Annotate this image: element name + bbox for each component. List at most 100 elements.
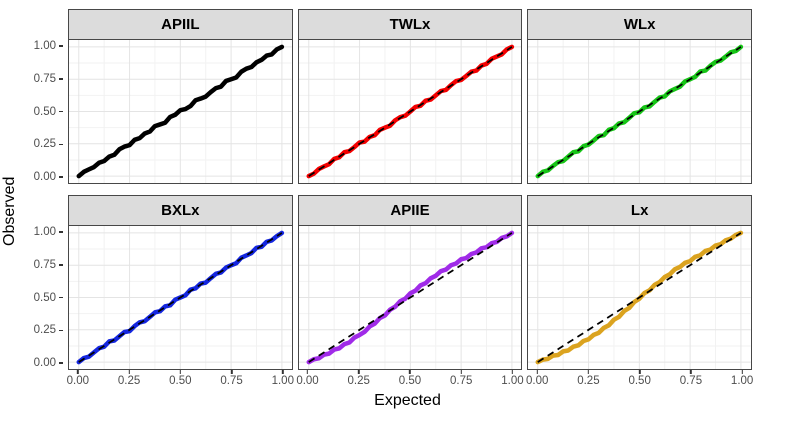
x-tick-mark	[409, 370, 411, 374]
facet-strip: BXLx	[68, 195, 293, 225]
qq-panel-apiie	[297, 225, 523, 370]
x-tick-text: 0.50	[398, 375, 422, 387]
x-tick-label: 0.75	[450, 370, 472, 389]
facet-strip: APIIL	[68, 9, 293, 39]
x-tick-text: 1.00	[271, 375, 294, 387]
qq-plot-svg	[298, 226, 522, 369]
qq-panel-lx	[527, 225, 752, 370]
x-tick-mark	[587, 370, 590, 374]
x-tick-label: 0.00	[296, 370, 319, 389]
x-tick-text: 0.50	[628, 375, 651, 387]
facet-title: APIIE	[390, 202, 430, 219]
y-tick-text: 0.50	[33, 291, 56, 304]
y-tick-mark	[59, 78, 63, 80]
x-tick-text: 1.00	[730, 375, 754, 387]
x-tick-mark	[77, 370, 79, 374]
qq-plot-svg	[298, 40, 522, 183]
x-tick-label: 0.00	[526, 370, 548, 389]
y-tick-text: 0.25	[33, 138, 56, 151]
y-tick-mark	[59, 296, 63, 299]
y-tick-mark	[59, 45, 63, 47]
y-tick-text: 0.00	[33, 357, 56, 369]
y-tick-mark	[59, 362, 63, 364]
x-tick-text: 0.25	[577, 375, 600, 387]
facet-cell-wlx: WLx	[527, 9, 752, 184]
y-axis-title: Observed	[1, 176, 18, 247]
y-tick-label: 0.75	[34, 259, 63, 271]
x-tick-label: 1.00	[731, 370, 753, 389]
x-tick-mark	[638, 370, 641, 374]
y-tick-mark	[59, 110, 63, 113]
x-tick-text: 0.00	[296, 375, 319, 387]
x-tick-text: 0.00	[66, 375, 90, 387]
x-axis-ticks: 0.00 0.25 0.50 0.75 1.00	[526, 370, 753, 391]
x-tick-mark	[179, 370, 182, 374]
y-axis-ticks-row-1: 1.00 0.75 0.50 0.25 0.00	[20, 9, 63, 184]
facet-cell-lx: Lx 0.00 0.25 0.50 0.75 1.00	[526, 195, 753, 391]
facet-title: Lx	[630, 202, 649, 219]
qq-plot-svg	[69, 226, 292, 369]
x-tick-text: 1.00	[501, 375, 524, 387]
y-tick-mark	[59, 176, 63, 178]
y-tick-mark	[59, 329, 63, 331]
y-axis-tick-area: 1.00 0.75 0.50 0.25 0.00	[20, 225, 63, 370]
x-tick-label: 0.50	[628, 370, 651, 389]
x-tick-label: 0.25	[577, 370, 600, 389]
x-tick-text: 0.75	[220, 375, 243, 387]
qq-line-lx	[535, 230, 744, 365]
y-tick-text: 0.75	[33, 72, 56, 85]
facet-cell-bxlx: BXLx 0.00 0.25 0.50 0.75 1.00	[66, 195, 294, 391]
facet-cell-twlx: TWLx	[297, 9, 523, 184]
facet-title: WLx	[623, 16, 656, 33]
y-tick-label: 0.00	[34, 357, 63, 369]
qq-plot-svg	[528, 226, 751, 369]
x-tick-label: 0.25	[118, 370, 140, 389]
y-tick-label: 0.50	[34, 106, 63, 118]
x-tick-mark	[306, 370, 309, 374]
x-tick-mark	[282, 370, 284, 374]
x-tick-label: 0.75	[680, 370, 702, 389]
y-tick-label: 1.00	[34, 226, 63, 238]
x-tick-text: 0.00	[525, 375, 549, 387]
qq-panel-apiil	[68, 39, 293, 184]
facet-strip: APIIE	[297, 195, 523, 225]
x-tick-label: 0.25	[348, 370, 370, 389]
x-tick-label: 1.00	[501, 370, 524, 389]
qq-panel-wlx	[527, 39, 752, 184]
y-tick-label: 0.25	[34, 138, 63, 150]
x-tick-text: 0.75	[450, 375, 473, 387]
qq-plot-svg	[69, 40, 292, 183]
y-tick-mark	[59, 231, 63, 233]
y-tick-text: 1.00	[33, 226, 56, 238]
qq-plot-svg	[528, 40, 751, 183]
facet-title: TWLx	[389, 16, 431, 33]
y-tick-label: 1.00	[34, 40, 63, 52]
x-tick-label: 0.50	[399, 370, 421, 389]
x-tick-mark	[230, 370, 233, 374]
x-tick-label: 0.50	[169, 370, 192, 389]
x-tick-label: 1.00	[272, 370, 294, 389]
y-tick-label: 0.50	[34, 292, 63, 304]
facet-strip: TWLx	[297, 9, 523, 39]
y-tick-text: 0.25	[33, 324, 56, 337]
facet-grid: 1.00 0.75 0.50 0.25 0.00 APIIL TWLx WLx 1.00 0.75…	[20, 9, 753, 391]
x-axis-ticks: 0.00 0.25 0.50 0.75 1.00	[296, 370, 524, 391]
facet-strip: Lx	[527, 195, 752, 225]
facet-cell-apiie: APIIE 0.00 0.25 0.50 0.75 1.00	[296, 195, 524, 391]
x-tick-text: 0.75	[679, 375, 703, 387]
y-tick-text: 1.00	[33, 40, 56, 52]
y-tick-mark	[59, 143, 63, 145]
qq-panel-twlx	[297, 39, 523, 184]
x-tick-text: 0.25	[117, 375, 141, 387]
y-tick-text: 0.75	[33, 258, 56, 271]
y-tick-text: 0.50	[33, 105, 56, 118]
x-tick-mark	[536, 370, 538, 374]
y-axis-ticks-row-2: 1.00 0.75 0.50 0.25 0.00	[20, 195, 63, 391]
y-tick-text: 0.00	[33, 171, 56, 183]
y-tick-mark	[59, 264, 63, 266]
facet-strip: WLx	[527, 9, 752, 39]
x-tick-text: 0.25	[347, 375, 370, 387]
x-axis-ticks: 0.00 0.25 0.50 0.75 1.00	[66, 370, 294, 391]
y-tick-label: 0.00	[34, 171, 63, 183]
